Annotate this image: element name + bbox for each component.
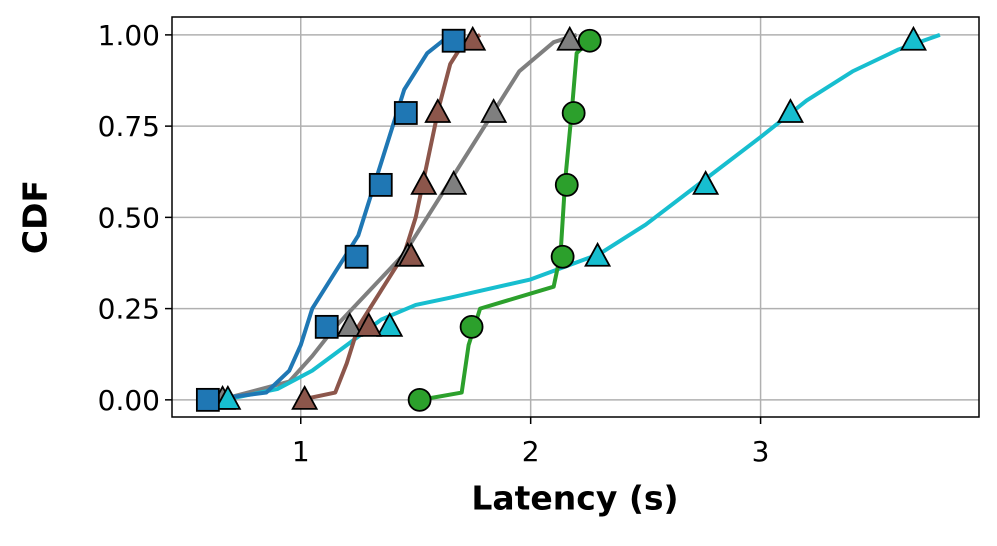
y-tick-label: 1.00 (98, 19, 160, 52)
marker (776, 98, 804, 123)
marker (407, 387, 432, 412)
marker (480, 98, 508, 123)
plot-frame (171, 16, 980, 418)
marker (561, 101, 586, 125)
marker (577, 28, 602, 53)
marker (459, 25, 487, 51)
marker (368, 172, 393, 197)
marker (554, 172, 579, 197)
marker (692, 170, 720, 195)
marker (556, 25, 584, 51)
x-tick-label: 3 (752, 435, 770, 468)
marker (459, 314, 484, 339)
marker (195, 387, 220, 412)
marker (355, 311, 383, 337)
marker (393, 101, 418, 125)
marker (344, 244, 369, 269)
cdf-line (300, 33, 482, 402)
y-tick-label: 0.00 (98, 384, 160, 417)
y-tick-label: 0.25 (98, 293, 160, 326)
marker (214, 384, 242, 410)
marker (291, 384, 319, 410)
cdf-line (208, 33, 452, 402)
marker (376, 311, 404, 337)
cdf-line (419, 40, 590, 402)
y-tick-label: 0.50 (98, 201, 160, 234)
marker (899, 25, 927, 51)
x-tick-label: 1 (292, 435, 310, 468)
marker (336, 311, 364, 337)
x-axis-label: Latency (s) (471, 479, 678, 518)
marker (550, 244, 575, 269)
marker (424, 98, 452, 123)
cdf-line (219, 32, 578, 402)
marker (314, 314, 339, 339)
marker (584, 241, 612, 267)
marker (440, 170, 468, 195)
marker (410, 170, 438, 195)
marker (441, 28, 466, 53)
x-tick-label: 2 (522, 435, 540, 468)
marker (397, 241, 425, 267)
y-axis-label: CDF (16, 180, 55, 254)
y-tick-label: 0.75 (98, 110, 160, 143)
